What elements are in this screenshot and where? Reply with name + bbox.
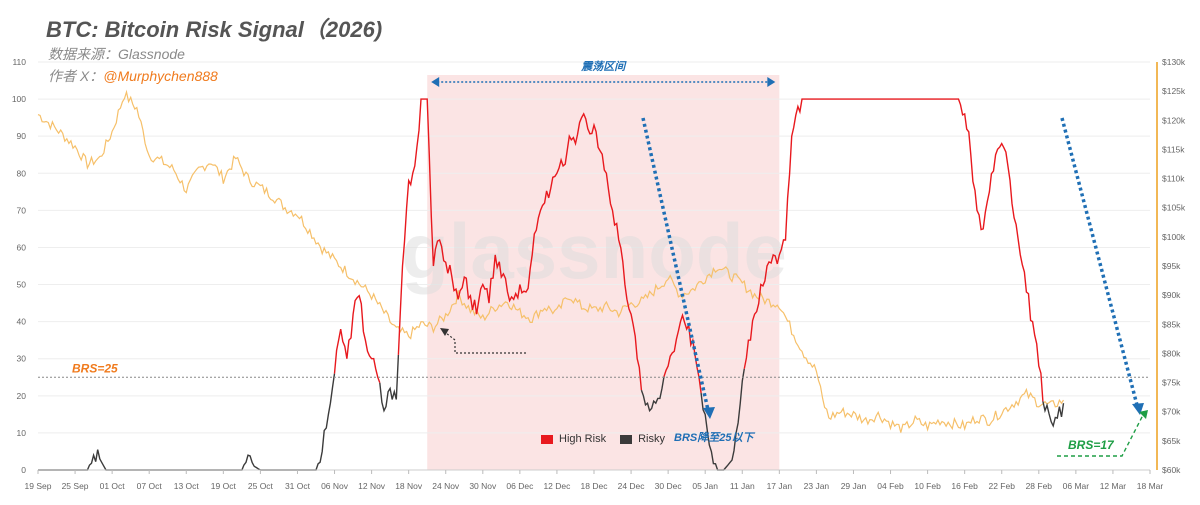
brs-risky-segment: [1042, 401, 1065, 428]
x-tick-label: 05 Jan: [692, 481, 718, 491]
y-left-tick-label: 60: [17, 242, 27, 252]
brs-latest-pointer: [1057, 414, 1144, 457]
y-right-tick-label: $130k: [1162, 57, 1186, 67]
high-risk-swatch: [541, 434, 553, 444]
y-right-tick-label: $85k: [1162, 319, 1181, 329]
y-left-tick-label: 40: [17, 317, 27, 327]
x-tick-label: 18 Nov: [395, 481, 423, 491]
brs-drop-label: BRS降至25以下: [674, 431, 755, 444]
source-label: 数据来源：Glassnode: [48, 46, 185, 62]
brs-drop-arrow-1: [641, 117, 710, 411]
range-band: [427, 75, 780, 470]
brs-latest-arrowhead: [1139, 410, 1148, 419]
y-left-tick-label: 30: [17, 354, 27, 364]
chart-title: BTC: Bitcoin Risk Signal（2026): [46, 17, 383, 42]
y-right-tick-label: $60k: [1162, 465, 1181, 475]
author-prefix: 作者 X：: [48, 68, 104, 84]
y-right-tick-label: $95k: [1162, 261, 1181, 271]
brs-high-risk-segment: [397, 98, 643, 391]
x-tick-label: 19 Oct: [211, 481, 237, 491]
price-line: [37, 89, 1065, 433]
x-tick-label: 30 Dec: [655, 481, 683, 491]
price-bottom-arrowhead: [440, 328, 449, 336]
x-tick-label: 22 Feb: [988, 481, 1015, 491]
brs-risky-segment: [379, 354, 400, 413]
legend-label-high-risk: High Risk: [559, 433, 607, 445]
x-tick-label: 10 Feb: [914, 481, 941, 491]
x-tick-label: 06 Nov: [321, 481, 349, 491]
y-left-tick-label: 100: [12, 94, 26, 104]
x-tick-label: 19 Sep: [25, 481, 52, 491]
grid: [38, 61, 1150, 471]
brs-high-risk-segment: [333, 294, 381, 384]
x-tick-label: 06 Dec: [506, 481, 534, 491]
y-left-tick-label: 80: [17, 168, 27, 178]
x-tick-label: 07 Oct: [137, 481, 163, 491]
legend-item-high-risk[interactable]: High Risk: [541, 433, 606, 445]
x-tick-label: 04 Feb: [877, 481, 904, 491]
x-tick-label: 12 Nov: [358, 481, 386, 491]
y-left-tick-label: 90: [17, 131, 27, 141]
x-tick-label: 18 Dec: [581, 481, 609, 491]
y-right-tick-label: $100k: [1162, 232, 1186, 242]
y-right-tick-label: $110k: [1162, 174, 1185, 184]
y-left-tick-label: 10: [17, 428, 27, 438]
brs-drop-arrow-2: [1060, 117, 1139, 406]
y-right-tick-label: $125k: [1162, 86, 1186, 96]
brs-threshold-label: BRS=25: [72, 361, 118, 375]
y-left-tick-label: 20: [17, 391, 27, 401]
x-tick-label: 30 Nov: [469, 481, 497, 491]
y-left-tick-label: 110: [12, 57, 26, 67]
legend-label-risky: Risky: [638, 433, 665, 445]
x-tick-label: 16 Feb: [951, 481, 978, 491]
price-bottom-pointer: [445, 332, 526, 354]
author-line: 作者 X：@Murphychen888: [48, 66, 218, 86]
range-arrow-right: [767, 77, 776, 87]
brs-latest-label: BRS=17: [1068, 438, 1115, 452]
x-tick-label: 06 Mar: [1063, 481, 1090, 491]
y-left-tick-label: 50: [17, 280, 27, 290]
y-right-tick-label: $80k: [1162, 348, 1181, 358]
x-tick-label: 01 Oct: [100, 481, 126, 491]
x-tick-label: 17 Jan: [767, 481, 793, 491]
x-tick-label: 12 Mar: [1100, 481, 1127, 491]
x-tick-label: 25 Sep: [62, 481, 89, 491]
y-right-tick-label: $115k: [1162, 144, 1185, 154]
legend-item-risky[interactable]: Risky: [620, 433, 665, 445]
legend: High Risk Risky: [541, 433, 665, 445]
x-tick-label: 13 Oct: [174, 481, 200, 491]
x-tick-label: 25 Oct: [248, 481, 274, 491]
y-left-tick-label: 0: [21, 465, 26, 475]
y-right-tick-label: $90k: [1162, 290, 1181, 300]
y-right-tick-label: $75k: [1162, 378, 1181, 388]
x-tick-label: 11 Jan: [730, 481, 755, 491]
author-handle[interactable]: @Murphychen888: [103, 68, 218, 84]
x-tick-label: 29 Jan: [841, 481, 867, 491]
brs-high-risk-segment: [743, 98, 1044, 402]
y-right-tick-label: $120k: [1162, 115, 1186, 125]
y-left-tick-label: 70: [17, 205, 27, 215]
brs-drop-arrowhead-1: [703, 407, 715, 419]
y-right-tick-label: $105k: [1162, 203, 1186, 213]
range-arrow-left: [431, 77, 440, 87]
brs-risky-segment: [640, 376, 665, 413]
y-right-tick-label: $65k: [1162, 436, 1181, 446]
risky-swatch: [620, 434, 633, 444]
watermark-text: glassnode: [401, 207, 787, 295]
x-tick-label: 31 Oct: [285, 481, 311, 491]
x-tick-label: 24 Dec: [618, 481, 646, 491]
brs-risky-segment: [38, 373, 336, 471]
x-tick-label: 18 Mar: [1137, 481, 1164, 491]
range-label: 震荡区间: [580, 60, 627, 73]
x-tick-label: 23 Jan: [804, 481, 830, 491]
x-tick-label: 28 Feb: [1026, 481, 1053, 491]
x-tick-label: 12 Dec: [543, 481, 571, 491]
y-right-tick-label: $70k: [1162, 407, 1181, 417]
x-tick-label: 24 Nov: [432, 481, 460, 491]
